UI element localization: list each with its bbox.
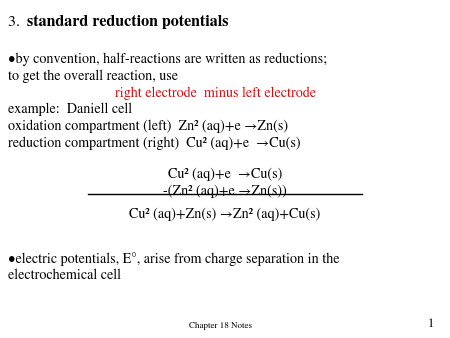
Text: right electrode  minus left electrode: right electrode minus left electrode	[115, 86, 316, 100]
Text: 1: 1	[428, 318, 434, 330]
Text: Cu²⁺(aq)+Zn(s) →Zn²⁺(aq)+Cu(s): Cu²⁺(aq)+Zn(s) →Zn²⁺(aq)+Cu(s)	[129, 208, 321, 221]
Text: electrochemical cell: electrochemical cell	[8, 269, 121, 282]
Text: -(Zn²⁺(aq)+e⁻→Zn(s)): -(Zn²⁺(aq)+e⁻→Zn(s))	[163, 184, 287, 198]
Text: Cu²⁺(aq)+e⁻ →Cu(s): Cu²⁺(aq)+e⁻ →Cu(s)	[168, 167, 282, 181]
Text: •by convention, half-reactions are written as reductions;: •by convention, half-reactions are writt…	[8, 52, 327, 66]
Text: standard reduction potentials: standard reduction potentials	[27, 15, 229, 29]
Text: oxidation compartment (left)  Zn²⁺(aq)+e⁻→Zn(s): oxidation compartment (left) Zn²⁺(aq)+e⁻…	[8, 120, 288, 134]
Text: •electric potentials, E°, arise from charge separation in the: •electric potentials, E°, arise from cha…	[8, 252, 340, 266]
Text: reduction compartment (right)  Cu²⁺(aq)+e⁻ →Cu(s): reduction compartment (right) Cu²⁺(aq)+e…	[8, 137, 301, 150]
Text: to get the overall reaction, use: to get the overall reaction, use	[8, 69, 178, 83]
Text: Chapter 18 Notes: Chapter 18 Notes	[189, 321, 252, 330]
Text: example:  Daniell cell: example: Daniell cell	[8, 103, 132, 117]
Text: 3.: 3.	[8, 15, 24, 29]
